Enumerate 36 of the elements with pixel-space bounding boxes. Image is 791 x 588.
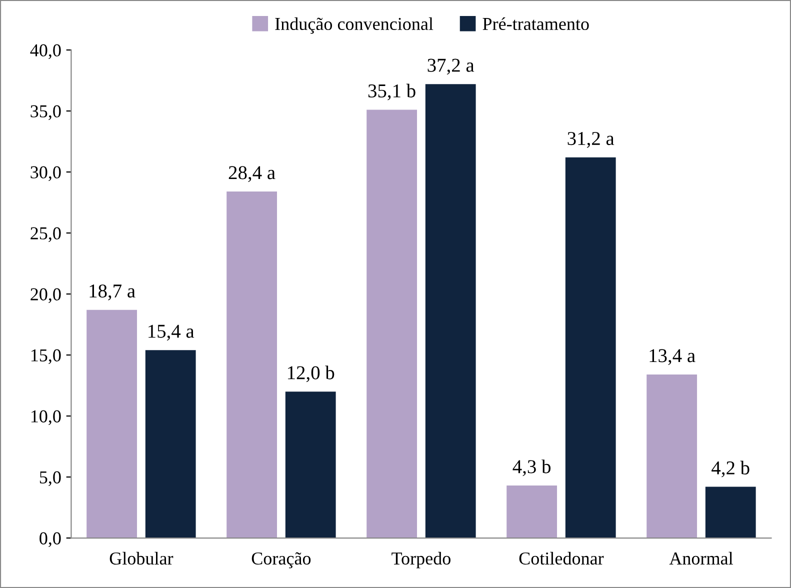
bar: [646, 374, 698, 538]
x-tick-label: Cotiledonar: [519, 552, 604, 565]
x-tick-label: Coração: [252, 552, 311, 568]
bar: [425, 84, 476, 538]
bar: [86, 310, 137, 538]
y-tick-label: 35,0: [30, 105, 61, 120]
y-tick-label: 15,0: [31, 349, 61, 364]
bar: [705, 486, 756, 538]
x-tick-label: Torpedo: [392, 552, 450, 568]
y-tick-label: 0,0: [40, 532, 61, 548]
bar: [285, 392, 336, 538]
bar: [565, 157, 616, 538]
data-label: 4,2 b: [712, 460, 750, 478]
data-label: 12,0 b: [288, 366, 334, 382]
legend-label: Indução convencional: [275, 17, 434, 34]
y-tick-label: 40,0: [30, 44, 61, 60]
bar: [226, 192, 277, 538]
data-label: 18,7 a: [90, 284, 136, 300]
y-tick-label: 30,0: [30, 166, 61, 182]
bar: [366, 110, 418, 538]
y-tick-label: 5,0: [40, 471, 61, 486]
data-label: 37,2 a: [428, 58, 474, 75]
legend-label: Pré-tratamento: [482, 17, 589, 30]
bar: [506, 486, 558, 538]
data-label: 28,4 a: [228, 166, 276, 182]
x-tick-label: Globular: [110, 552, 174, 565]
y-tick-label: 10,0: [31, 410, 61, 426]
y-tick-label: 20,0: [30, 288, 61, 304]
data-label: 4,3 b: [512, 460, 551, 476]
data-label: 31,2 a: [568, 132, 614, 148]
data-label: 35,1 b: [368, 84, 416, 100]
data-label: 13,4 a: [650, 349, 696, 366]
y-tick-label: 25,0: [30, 227, 61, 242]
data-label: 15,4 a: [148, 324, 194, 341]
x-tick-label: Anormal: [669, 552, 733, 565]
bar: [145, 350, 196, 538]
